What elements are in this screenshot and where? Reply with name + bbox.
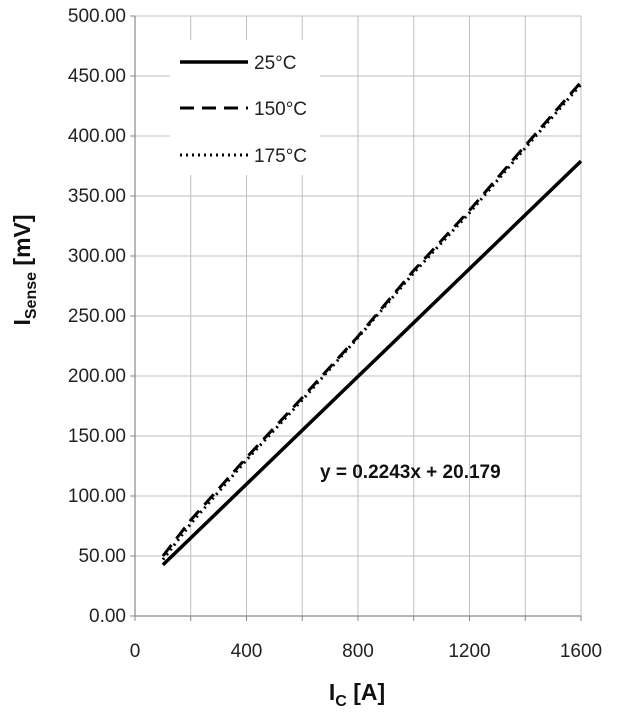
x-axis-title-unit: [A] [347,679,385,705]
y-tick-label: 100.00 [68,486,126,507]
y-tick-label: 300.00 [68,246,126,267]
y-tick-label: 400.00 [68,126,126,147]
y-axis-title: ISense [mV] [9,214,40,325]
series-line-dot [161,83,583,561]
legend-label: 175°C [254,146,307,167]
trendline-equation: y = 0.2243x + 20.179 [320,462,501,483]
y-tick-label: 200.00 [68,366,126,387]
x-axis-title-main: I [329,679,335,705]
series-line-solid [161,159,583,567]
y-tick-label: 250.00 [68,306,126,327]
x-tick-label: 800 [342,641,374,662]
x-axis-title-subscript: C [335,693,347,708]
axis-layer: 0.00 50.00 100.00 150.00 200.00 250.00 300.00 3… [68,6,602,662]
x-tick-label: 1600 [560,641,602,662]
legend: 25°C 150°C 175°C [170,40,320,175]
y-tick-label: 500.00 [68,6,126,27]
x-tick-label: 400 [231,641,263,662]
y-tick-label: 0.00 [89,606,126,627]
x-axis-title: IC [A] [329,679,385,708]
x-tick-label: 1200 [448,641,490,662]
y-axis-title-subscript: Sense [23,272,40,319]
y-tick-label: 350.00 [68,186,126,207]
legend-label: 25°C [254,53,296,74]
x-tick-label: 0 [130,641,141,662]
legend-label: 150°C [254,99,307,120]
series-line-dash [161,81,583,557]
y-axis-title-main: I [9,319,35,325]
y-tick-label: 450.00 [68,66,126,87]
y-tick-label: 150.00 [68,426,126,447]
series-layer [161,81,583,567]
y-tick-label: 50.00 [78,546,126,567]
y-axis-title-unit: [mV] [9,214,35,272]
